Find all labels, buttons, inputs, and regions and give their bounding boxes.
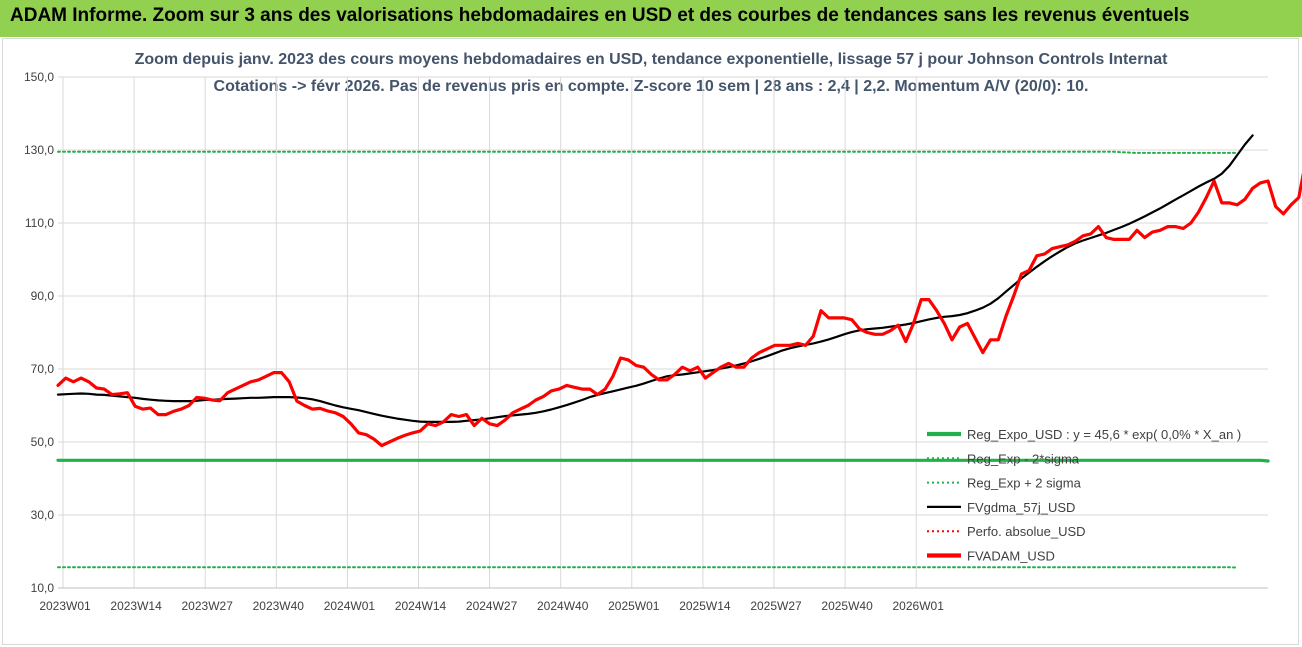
series-lines: [56, 134, 1302, 569]
x-tick-label: 2024W01: [324, 599, 376, 613]
x-tick-label: 2024W27: [466, 599, 518, 613]
y-tick-label: 110,0: [25, 216, 54, 230]
x-tick-label: 2025W14: [679, 599, 731, 613]
legend: Reg_Expo_USD : y = 45,6 * exp( 0,0% * X_…: [927, 427, 1241, 564]
legend-label: FVADAM_USD: [967, 549, 1055, 564]
legend-label: FVgdma_57j_USD: [967, 500, 1075, 515]
y-tick-label: 10,0: [31, 581, 55, 595]
chart-title: Zoom depuis janv. 2023 des cours moyens …: [134, 51, 1168, 68]
x-axis: 2023W01 2023W14 2023W27 2023W40 2024W01 2024W…: [39, 587, 1268, 613]
y-axis: 10,0 30,0 50,0 70,0 90,0 110,0 130,0 150,0: [24, 70, 54, 595]
legend-label: Reg_Exp - 2*sigma: [967, 451, 1080, 466]
chart-gridlines: [58, 76, 1268, 589]
report-banner: ADAM Informe. Zoom sur 3 ans des valoris…: [0, 0, 1302, 37]
x-tick-label: 2023W01: [39, 599, 91, 613]
x-tick-label: 2024W14: [395, 599, 447, 613]
x-tick-label: 2025W40: [821, 599, 873, 613]
y-tick-label: 50,0: [31, 435, 55, 449]
x-tick-label: 2026W01: [893, 599, 945, 613]
x-tick-label: 2025W01: [608, 599, 660, 613]
y-tick-label: 130,0: [24, 143, 54, 157]
y-tick-label: 70,0: [31, 362, 55, 376]
x-tick-label: 2023W27: [182, 599, 234, 613]
y-tick-label: 150,0: [24, 70, 54, 84]
legend-label: Reg_Exp + 2 sigma: [967, 476, 1082, 491]
y-tick-label: 30,0: [31, 508, 55, 522]
chart-frame: [2, 38, 1299, 645]
legend-label: Perfo. absolue_USD: [967, 524, 1086, 539]
chart-subtitle: Cotations -> févr 2026. Pas de revenus p…: [213, 78, 1089, 95]
legend-label: Reg_Expo_USD : y = 45,6 * exp( 0,0% * X_…: [967, 427, 1241, 442]
series-line-3: [56, 134, 1254, 423]
x-tick-label: 2025W27: [750, 599, 802, 613]
series-line-2: [57, 150, 1239, 154]
series-line-0: [56, 458, 1270, 463]
x-tick-label: 2023W14: [110, 599, 162, 613]
series-line-5: [56, 172, 1302, 448]
x-tick-label: 2024W40: [537, 599, 589, 613]
x-tick-label: 2023W40: [253, 599, 305, 613]
y-tick-label: 90,0: [31, 289, 55, 303]
